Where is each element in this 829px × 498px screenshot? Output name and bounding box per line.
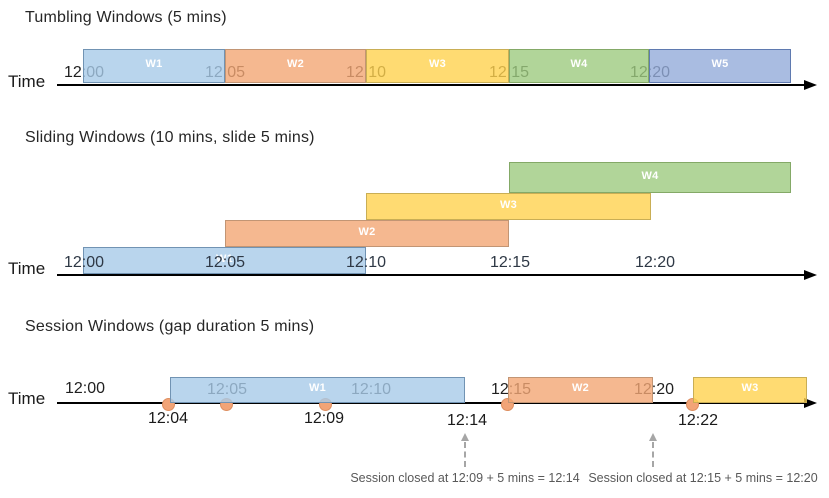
window-box: W4 [509,162,791,193]
tick-label: 12:00 [64,380,106,397]
time-axis [57,84,805,87]
arrow-up-icon [460,433,469,441]
session-close-annotation: Session closed at 12:09 + 5 mins = 12:14 [350,471,580,485]
axis-arrow-icon [804,397,817,408]
session-close-annotation: Session closed at 12:15 + 5 mins = 12:20 [588,471,818,485]
tick-label: 12:00 [63,254,105,271]
window-box: W3 [693,377,807,403]
event-time-label: 12:22 [677,412,719,429]
window-box: W2 [225,220,509,247]
window-label: W1 [145,58,163,70]
time-axis-label: Time [8,72,46,91]
window-label: W3 [428,58,447,70]
window-box: W1 [83,247,366,274]
dashed-arrow [464,442,466,467]
tumbling-chart-title: Tumbling Windows (5 mins) [25,9,227,26]
time-axis-label: Time [8,389,46,408]
window-label: W3 [741,382,759,394]
dashed-arrow [652,442,654,467]
tick-label: 12:20 [634,254,676,271]
window-label: W5 [711,58,729,70]
window-label: W2 [571,382,590,394]
event-time-label: 12:14 [446,412,488,429]
event-time-label: 12:09 [303,410,345,427]
time-axis [57,274,805,277]
tick-label: 12:10 [345,254,387,271]
sliding-chart-title: Sliding Windows (10 mins, slide 5 mins) [25,129,315,146]
window-box: W4 [509,49,649,83]
window-label: W2 [358,225,376,238]
window-box: W3 [366,193,651,220]
arrow-up-icon [648,433,657,441]
window-box: W2 [508,377,653,403]
window-label: W4 [570,58,588,70]
time-axis-label: Time [8,259,46,278]
window-label: W4 [641,169,659,182]
window-label: W1 [308,382,327,394]
session-chart-title: Session Windows (gap duration 5 mins) [25,318,315,335]
axis-arrow-icon [804,79,817,90]
window-box: W2 [225,49,366,83]
window-box: W3 [366,49,509,83]
window-box: W1 [170,377,465,403]
axis-arrow-icon [804,269,817,280]
tick-label: 12:15 [489,254,531,271]
window-box: W5 [649,49,791,83]
window-label: W3 [499,198,518,211]
window-box: W1 [83,49,225,83]
window-label: W1 [215,252,234,265]
event-time-label: 12:04 [147,410,189,427]
window-label: W2 [286,58,305,70]
tick-label: 12:05 [204,254,246,271]
time-axis [57,402,805,405]
